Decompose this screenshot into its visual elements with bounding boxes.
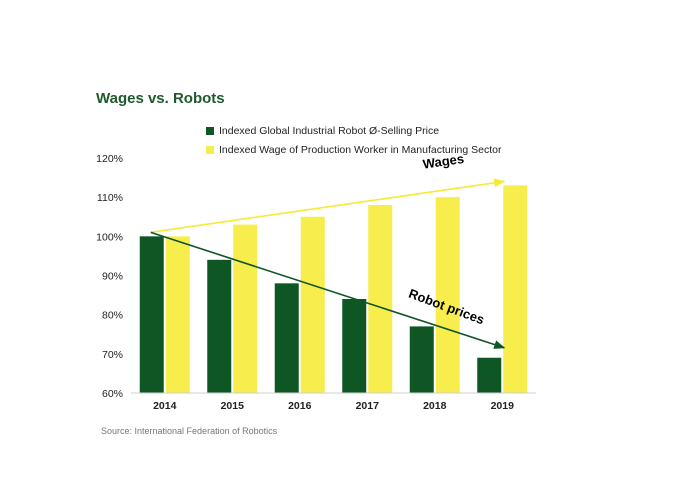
bar-wage [300,216,325,393]
bar-robot-price [409,326,434,393]
legend-label-robot-price: Indexed Global Industrial Robot Ø-Sellin… [219,124,440,137]
y-tick-label: 100% [96,231,123,243]
x-tick-label: 2016 [288,400,312,412]
legend-item-robot-price: Indexed Global Industrial Robot Ø-Sellin… [206,121,501,140]
bar-robot-price [274,283,299,393]
y-tick-label: 70% [102,349,123,361]
x-tick-label: 2014 [153,400,177,412]
bar-wage [503,185,528,393]
y-tick-label: 60% [102,388,123,400]
wages-annotation: Wages [422,151,465,172]
robot-prices-trend-arrow [150,231,506,349]
source-note: Source: International Federation of Robo… [101,426,278,436]
y-tick-label: 120% [96,153,123,165]
x-tick-label: 2015 [221,400,245,412]
y-tick-label: 80% [102,310,123,322]
y-tick-label: 90% [102,271,123,283]
y-tick-label: 110% [97,192,123,204]
legend-swatch-wage [206,145,214,154]
legend-item-wage: Indexed Wage of Production Worker in Man… [206,140,501,159]
bar-wage [233,224,258,393]
legend-swatch-robot-price [206,126,214,135]
x-tick-label: 2018 [423,400,447,412]
bar-robot-price [477,357,502,393]
bar-robot-price [207,259,232,393]
x-tick-label: 2017 [356,400,380,412]
bar-robot-price [342,299,367,393]
wages-trend-arrow [150,178,506,234]
chart-title: Wages vs. Robots [96,90,225,107]
bar-robot-price [139,236,164,393]
legend-label-wage: Indexed Wage of Production Worker in Man… [219,143,502,156]
bar-wage [165,236,190,393]
x-tick-label: 2019 [491,400,515,412]
bar-wage [368,205,393,393]
chart-legend: Indexed Global Industrial Robot Ø-Sellin… [206,121,501,159]
bar-wage [435,197,460,393]
